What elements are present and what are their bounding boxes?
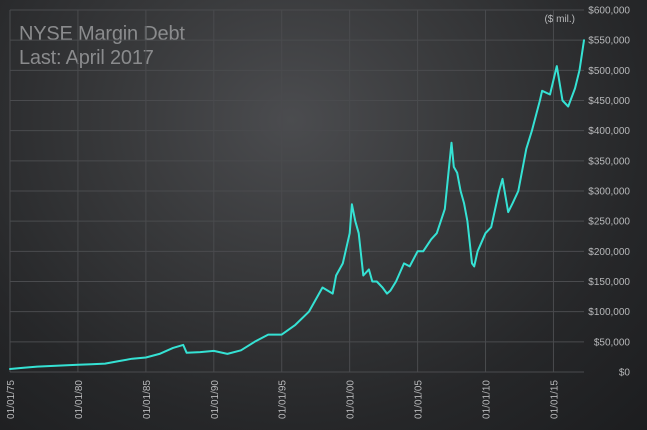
series-layer — [9, 39, 585, 370]
y-tick-label: $450,000 — [588, 96, 630, 107]
x-tick-label: 01/01/00 — [346, 380, 357, 419]
x-tick-label: 01/01/75 — [6, 380, 17, 419]
y-tick-label: $150,000 — [588, 277, 630, 288]
y-tick-label: $250,000 — [588, 217, 630, 228]
x-tick-label: 01/01/80 — [74, 380, 85, 419]
x-tick-label: 01/01/85 — [142, 380, 153, 419]
y-unit-label: ($ mil.) — [544, 14, 575, 25]
y-tick-label: $400,000 — [588, 126, 630, 137]
x-tick-label: 01/01/10 — [482, 380, 493, 419]
y-tick-label: $300,000 — [588, 187, 630, 198]
margin-debt-line — [9, 39, 585, 370]
y-tick-label: $100,000 — [588, 307, 630, 318]
chart-subtitle: Last: April 2017 — [19, 47, 154, 69]
y-tick-label: $350,000 — [588, 156, 630, 167]
y-tick-label: $550,000 — [588, 36, 630, 47]
x-tick-label: 01/01/90 — [210, 380, 221, 419]
x-tick-label: 01/01/95 — [278, 380, 289, 419]
x-axis: 01/01/75 01/01/80 01/01/85 01/01/90 01/01/95… — [6, 380, 560, 419]
y-axis: $0 $50,000 $100,000 $150,000 $200,000 $250,00… — [588, 6, 630, 379]
chart-title: NYSE Margin Debt — [19, 23, 185, 45]
y-tick-label: $0 — [619, 368, 631, 379]
grid-layer — [9, 9, 584, 373]
y-tick-label: $50,000 — [594, 337, 631, 348]
y-tick-label: $600,000 — [588, 6, 630, 17]
chart-title-block: NYSE Margin Debt Last: April 2017 — [19, 22, 185, 70]
y-tick-label: $200,000 — [588, 247, 630, 258]
y-tick-label: $500,000 — [588, 66, 630, 77]
x-tick-label: 01/01/15 — [549, 380, 560, 419]
x-tick-label: 01/01/05 — [414, 380, 425, 419]
